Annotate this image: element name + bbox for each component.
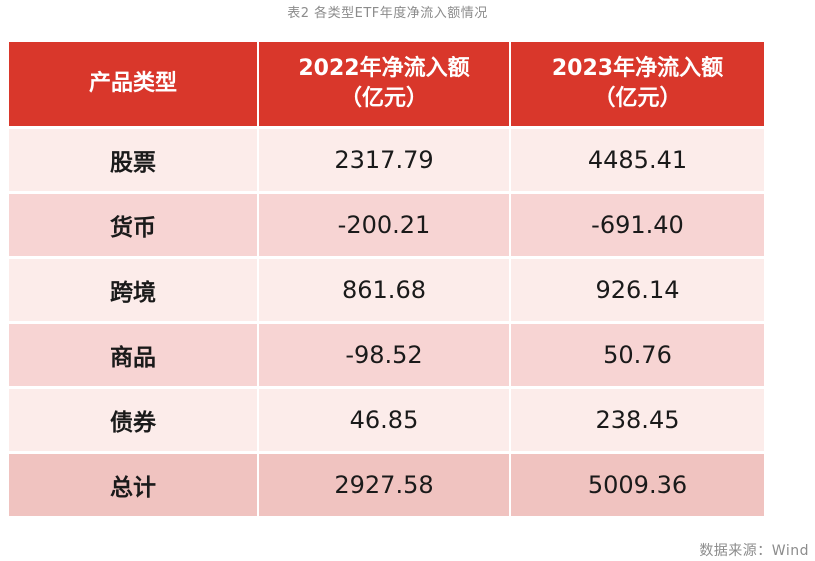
header-2023-unit: （亿元） — [593, 86, 682, 111]
row-2022-value: -200.21 — [259, 191, 511, 256]
table-row: 跨境 861.68 926.14 — [9, 256, 764, 321]
table-total-row: 总计 2927.58 5009.36 — [9, 451, 764, 516]
row-2023-value: -691.40 — [511, 191, 764, 256]
row-product-type: 商品 — [9, 321, 259, 386]
header-2022-unit: （亿元） — [339, 86, 428, 111]
table-row: 货币 -200.21 -691.40 — [9, 191, 764, 256]
header-2022-title: 2022年净流入额 — [298, 56, 470, 81]
data-source-note: 数据来源：Wind — [699, 543, 809, 559]
row-2023-value: 238.45 — [511, 386, 764, 451]
table-header-row: 产品类型 2022年净流入额 （亿元） 2023年净流入额 （亿元） — [9, 42, 764, 126]
row-2023-value: 4485.41 — [511, 126, 764, 191]
row-product-type: 股票 — [9, 126, 259, 191]
table-row: 股票 2317.79 4485.41 — [9, 126, 764, 191]
total-2023-value: 5009.36 — [511, 451, 764, 516]
table-caption: 表2 各类型ETF年度净流入额情况 — [287, 6, 488, 21]
row-2022-value: 46.85 — [259, 386, 511, 451]
row-product-type: 货币 — [9, 191, 259, 256]
row-2022-value: 861.68 — [259, 256, 511, 321]
row-2022-value: -98.52 — [259, 321, 511, 386]
row-product-type: 债券 — [9, 386, 259, 451]
header-product-type: 产品类型 — [9, 42, 259, 126]
header-2023-title: 2023年净流入额 — [551, 56, 724, 81]
row-2023-value: 50.76 — [511, 321, 764, 386]
header-2022-net-inflow: 2022年净流入额 （亿元） — [259, 42, 511, 126]
total-2022-value: 2927.58 — [259, 451, 511, 516]
table-row: 商品 -98.52 50.76 — [9, 321, 764, 386]
header-product-type-label: 产品类型 — [88, 71, 177, 96]
etf-net-inflow-table: 产品类型 2022年净流入额 （亿元） 2023年净流入额 （亿元） 股票 23… — [9, 42, 764, 516]
row-2022-value: 2317.79 — [259, 126, 511, 191]
table-row: 债券 46.85 238.45 — [9, 386, 764, 451]
row-product-type: 跨境 — [9, 256, 259, 321]
row-2023-value: 926.14 — [511, 256, 764, 321]
header-2023-net-inflow: 2023年净流入额 （亿元） — [511, 42, 764, 126]
total-label: 总计 — [9, 451, 259, 516]
